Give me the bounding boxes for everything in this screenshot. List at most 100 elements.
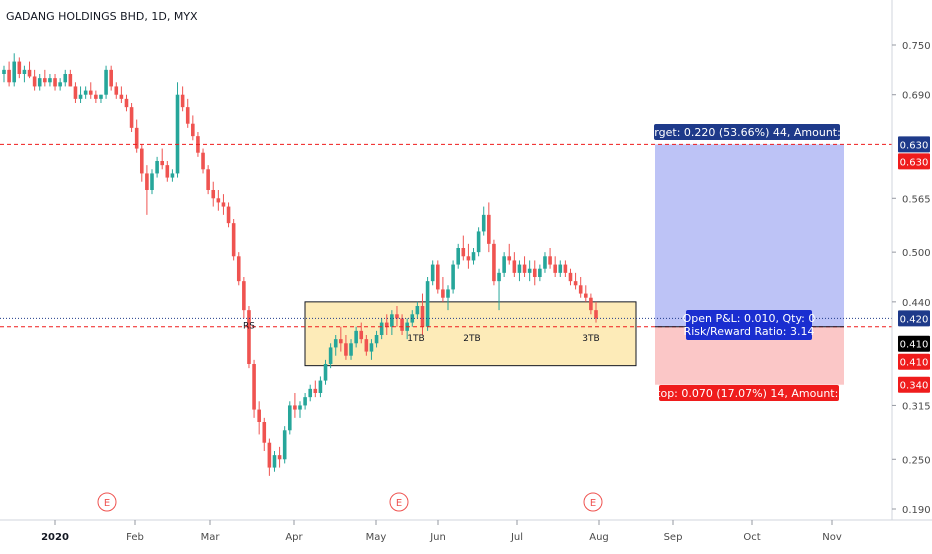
x-tick-label: Nov xyxy=(822,532,842,543)
candle-body xyxy=(538,268,542,277)
candle-body xyxy=(471,252,476,261)
candle-body xyxy=(180,94,185,108)
position-labels: Target: 0.220 (53.66%) 44, Amount: 0 Open… xyxy=(642,124,852,401)
price-badge xyxy=(898,353,930,370)
target-label: Target: 0.220 (53.66%) 44, Amount: 0 xyxy=(642,126,852,139)
candle-body xyxy=(175,94,180,174)
candle-body xyxy=(88,90,93,95)
candle-body xyxy=(287,405,292,431)
candle-body xyxy=(517,264,522,273)
candle-body xyxy=(247,310,251,364)
candle-body xyxy=(573,281,578,286)
y-tick-label: 0.565 xyxy=(902,194,931,205)
candle-body xyxy=(441,289,445,298)
candle-body xyxy=(390,314,394,327)
candle-body xyxy=(558,264,563,273)
candle-body xyxy=(532,268,537,277)
candle-body xyxy=(58,82,62,87)
x-tick-label: Jul xyxy=(510,532,523,543)
candle-body xyxy=(150,173,154,190)
open-pl-label: Risk/Reward Ratio: 3.14 xyxy=(684,325,815,338)
candle-body xyxy=(206,169,210,190)
x-tick-label: Feb xyxy=(126,532,144,543)
y-tick-label: 0.250 xyxy=(902,455,931,466)
x-tick-label: May xyxy=(366,532,387,543)
candle-body xyxy=(466,256,471,261)
y-tick-label: 0.500 xyxy=(902,248,931,259)
candle-body xyxy=(165,165,170,178)
price-badge xyxy=(898,153,930,170)
stop-label-box xyxy=(659,385,839,401)
earnings-marker-icon xyxy=(389,492,409,512)
candle-body xyxy=(333,339,338,348)
candle-body xyxy=(43,78,47,83)
candle-body xyxy=(589,297,593,311)
candle-body xyxy=(568,272,573,282)
candle-body xyxy=(12,61,17,83)
candle-body xyxy=(298,405,302,410)
earnings-marker-label: E xyxy=(590,498,596,509)
candle-body xyxy=(384,322,389,327)
candle-body xyxy=(53,78,57,87)
price-badge-label: 0.410 xyxy=(900,340,929,351)
x-tick-label: Jun xyxy=(429,532,446,543)
candle-body xyxy=(226,206,231,224)
pattern-label: 2TB xyxy=(463,334,480,344)
price-badge xyxy=(898,136,930,153)
price-axis: 0.750 0.690 0.565 0.500 0.440 0.315 0.250 0.190… xyxy=(891,0,931,520)
price-badge xyxy=(898,335,930,352)
candle-body xyxy=(410,314,415,323)
candle-body xyxy=(155,161,159,174)
candle-body xyxy=(512,260,517,273)
open-pl-label: Open P&L: 0.010, Qty: 0 xyxy=(683,312,816,325)
candle-body xyxy=(216,198,221,203)
price-badge xyxy=(898,310,930,327)
price-badge-label: 0.630 xyxy=(900,140,929,151)
candle-body xyxy=(522,264,527,273)
y-tick-label: 0.750 xyxy=(902,41,931,52)
x-tick-label: Sep xyxy=(664,532,683,543)
candle-body xyxy=(354,330,358,344)
candle-body xyxy=(476,231,481,253)
candle-body xyxy=(293,405,297,410)
candle-body xyxy=(32,76,37,87)
candle-body xyxy=(145,173,149,190)
candle-body xyxy=(543,256,547,269)
candle-body xyxy=(109,69,113,87)
time-axis: 2020 Feb Mar Apr May Jun Jul Aug Sep Oct Nov xyxy=(0,519,932,543)
drawing-shapes xyxy=(304,144,844,385)
candle-body xyxy=(272,455,277,468)
candle-body xyxy=(242,281,246,311)
chart-title: GADANG HOLDINGS BHD, 1D, MYX xyxy=(6,10,198,23)
candle-body xyxy=(313,388,318,393)
candle-body xyxy=(17,61,22,74)
candle-body xyxy=(78,94,83,99)
candle-body xyxy=(594,310,598,319)
candle-body xyxy=(221,202,226,207)
x-tick-label: Oct xyxy=(743,532,760,543)
candle-body xyxy=(430,264,435,282)
candle-body xyxy=(364,339,369,352)
y-tick-label: 0.190 xyxy=(902,505,931,516)
candle-body xyxy=(104,69,108,95)
pattern-label: 3TB xyxy=(582,334,599,344)
earnings-marker-icon xyxy=(583,492,603,512)
candle-body xyxy=(282,430,287,460)
candle-body xyxy=(374,335,379,344)
candle-body xyxy=(170,173,175,178)
candle-body xyxy=(139,148,144,174)
earnings-marker-label: E xyxy=(104,498,110,509)
candle-body xyxy=(497,272,501,282)
candle-body xyxy=(114,86,119,95)
candle-body xyxy=(339,339,343,344)
candle-body xyxy=(134,127,139,149)
candle-body xyxy=(262,422,267,443)
candle-body xyxy=(191,123,195,137)
candle-body xyxy=(252,364,256,410)
candle-body xyxy=(563,264,568,273)
candle-body xyxy=(379,322,384,335)
candle-body xyxy=(124,98,129,108)
price-badge-label: 0.630 xyxy=(900,157,929,168)
price-badge-label: 0.410 xyxy=(900,358,929,369)
